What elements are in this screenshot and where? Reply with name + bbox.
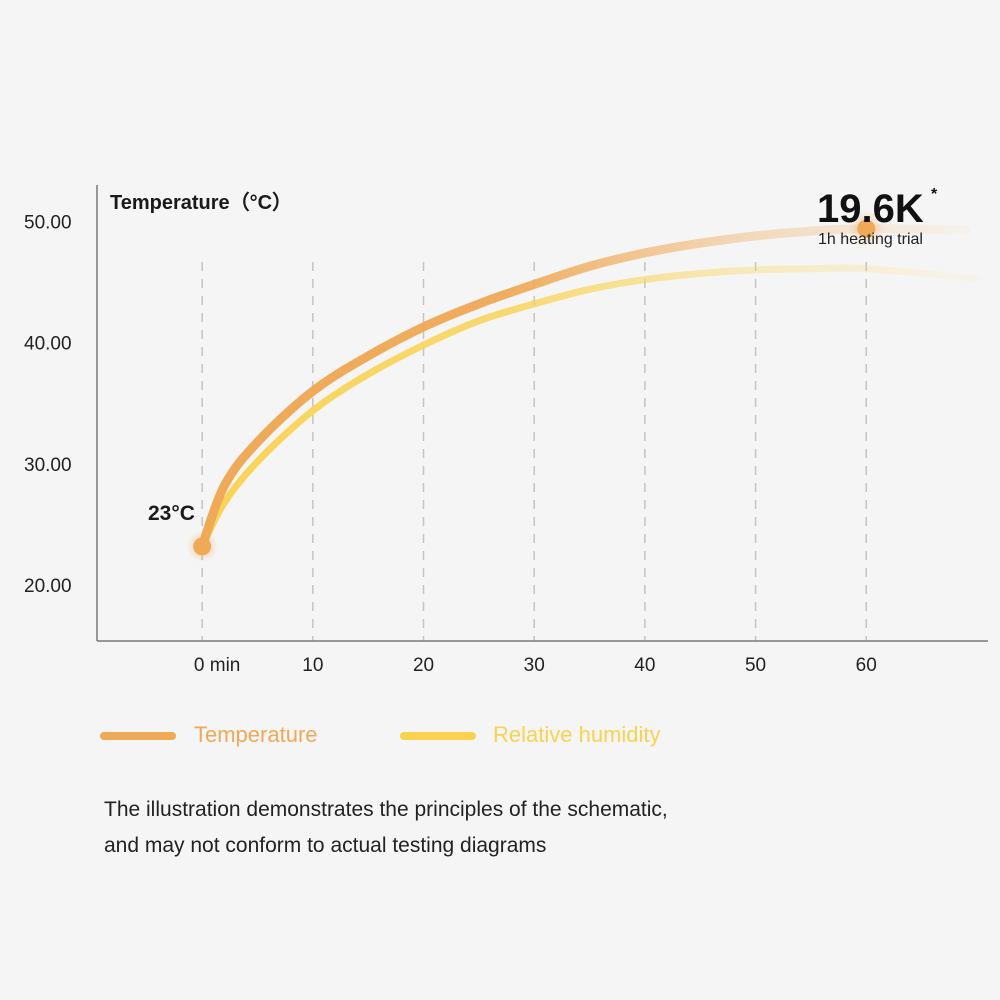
y-tick-labels: 20.00 30.00 40.00 50.00 [24,212,72,597]
legend-swatch-relative-humidity [400,732,476,740]
y-axis-title: Temperature（°C） [110,191,292,214]
big-value-asterisk: * [931,186,938,203]
y-tick-label: 20.00 [24,576,72,597]
caption-line-1: The illustration demonstrates the princi… [104,798,668,821]
chart-legend: Temperature Relative humidity [100,718,800,754]
start-temperature-label: 23°C [148,502,195,525]
x-tick-label: 40 [634,655,655,676]
x-tick-label: 60 [856,655,877,676]
y-tick-label: 50.00 [24,212,72,233]
series-line-temperature [197,224,971,551]
end-point-marker [857,219,876,238]
disclaimer-caption: The illustration demonstrates the princi… [104,792,924,864]
x-tick-labels: 0 min 10 20 30 40 50 60 [194,655,877,676]
x-tick-label: 50 [745,655,766,676]
grid-lines [201,262,867,641]
legend-label-relative-humidity: Relative humidity [493,722,661,747]
series-line-relative-humidity [198,264,981,550]
legend-label-temperature: Temperature [194,722,318,747]
y-tick-label: 30.00 [24,455,72,476]
x-tick-label: 0 min [194,655,240,676]
big-value-sublabel: 1h heating trial [818,231,923,248]
x-tick-label: 20 [413,655,434,676]
start-point-marker [193,537,212,556]
big-value-label: 19.6K [817,187,924,231]
x-tick-label: 30 [524,655,545,676]
y-tick-label: 40.00 [24,334,72,355]
caption-line-2: and may not conform to actual testing di… [104,834,547,857]
x-tick-label: 10 [302,655,323,676]
legend-swatch-temperature [100,732,176,740]
